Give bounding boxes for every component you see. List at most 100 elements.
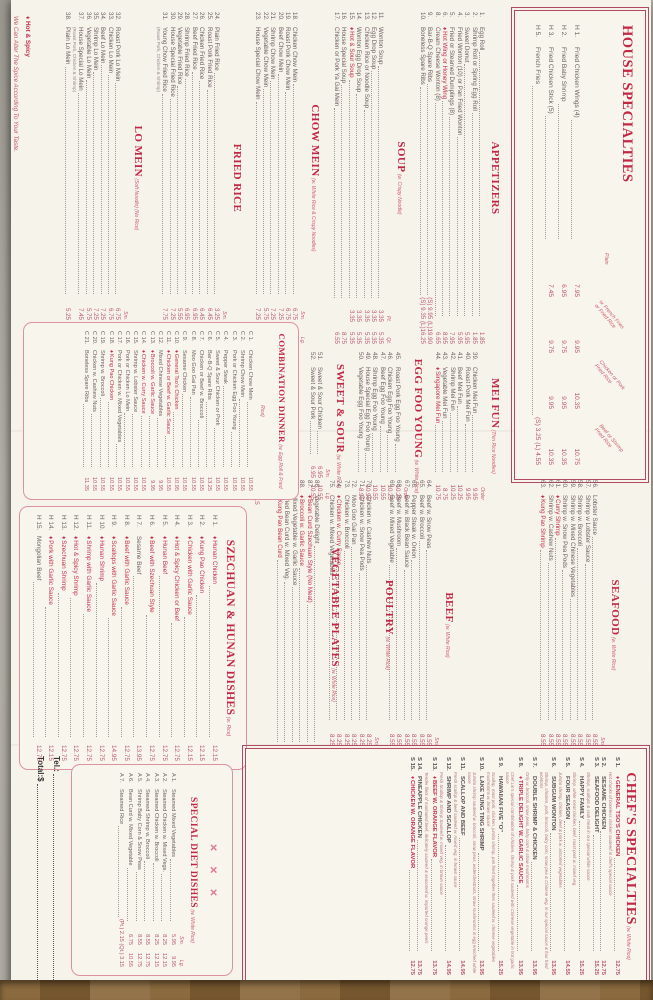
dotted-leader bbox=[45, 606, 47, 737]
dotted-leader bbox=[403, 569, 405, 720]
dotted-leader bbox=[569, 599, 571, 720]
item-number: 50. bbox=[356, 352, 364, 361]
menu-item-row: 86.Vegetable Delight9.95 bbox=[313, 480, 320, 770]
item-name: Chicken Egg Foo Young bbox=[386, 367, 394, 434]
item-number: H 3. bbox=[185, 515, 193, 527]
dotted-leader bbox=[162, 93, 164, 294]
item-description: Shrimp, white meat chicken, beef, roast … bbox=[572, 772, 578, 887]
menu-item-row: 87.♦Bean Curd Szechuan Style (No Meat)9.… bbox=[305, 480, 313, 770]
section-title: LO MEIN bbox=[132, 125, 145, 178]
item-number: H 10. bbox=[97, 515, 105, 531]
item-name: Beef w. Black Bean Sauce bbox=[402, 495, 410, 568]
dotted-leader bbox=[434, 102, 436, 316]
menu-item-row: 8. Cream Cheese Wonton (8) 6.65 bbox=[433, 12, 441, 344]
spicy-icon: ♦ bbox=[516, 776, 523, 780]
item-number: 65. bbox=[417, 480, 425, 489]
item-name: Boneless Spare Ribs bbox=[82, 350, 89, 403]
menu-item-row: 91.♦Kung Pao Bean Curd9.95 bbox=[276, 480, 283, 770]
section-header: POULTRY (w. White Rice) bbox=[381, 480, 399, 770]
item-price: 6.75 bbox=[291, 307, 299, 320]
item-price: 5.95 bbox=[170, 934, 176, 945]
menu-item-row: H 12. ♦Hot & Spicy Shrimp 12.75 bbox=[69, 515, 82, 761]
dotted-leader bbox=[532, 86, 534, 415]
menu-item-row: S 10. LAKE TUNG TING SHRIMP 13.95 bbox=[477, 757, 484, 975]
dotted-leader bbox=[208, 585, 210, 737]
item-price: 10.55 bbox=[247, 477, 253, 491]
item-number: C 6. bbox=[205, 331, 212, 342]
item-number: C 11. bbox=[164, 331, 171, 344]
dotted-leader bbox=[53, 773, 55, 982]
item-number: 62. bbox=[546, 480, 554, 489]
item-name: Chicken w. Cashew Nuts bbox=[91, 350, 98, 412]
dotted-leader bbox=[571, 119, 573, 239]
item-price: 12.75 bbox=[160, 745, 168, 761]
menu-item-row: C 12. Mixed Chinese Vegetables 9.95 bbox=[156, 331, 164, 491]
menu-item-row: C 18. ♦Kung Pao Chicken 10.55 bbox=[106, 331, 114, 491]
item-name: Bean Curd w. Mixed Vegetable bbox=[127, 789, 134, 866]
item-name: Fried Wonton (10) or Pan Fried Wonton bbox=[455, 27, 463, 136]
item-name: Chicken w. Broccoli bbox=[342, 495, 350, 549]
item-price: 5.75 bbox=[261, 307, 269, 320]
price-columns-header: Sm.Lg. bbox=[178, 773, 184, 967]
item-name: Shrimp Chow Mein bbox=[269, 27, 277, 80]
dotted-leader bbox=[299, 567, 301, 742]
item-price: (S) 3.25 (L) 4.55 bbox=[534, 416, 541, 465]
menu-item-row: 46. Chicken Egg Foo Young 10.25 bbox=[386, 352, 393, 500]
menu-item-row: H 4. ♦Hot & Spicy Chicken or Beef 12.75 bbox=[170, 515, 183, 761]
menu-item-row: C 16. Pork or Chicken Lo Mein 10.55 bbox=[123, 331, 131, 491]
dotted-leader bbox=[118, 826, 120, 917]
item-number: C 14. bbox=[140, 331, 147, 345]
item-name: Beef Chow Mein bbox=[276, 27, 284, 73]
item-number: 40. bbox=[463, 352, 471, 361]
dotted-leader bbox=[472, 415, 474, 472]
dotted-leader bbox=[222, 385, 224, 467]
item-price: 10.35 bbox=[560, 448, 567, 465]
item-name: Chicken Fried Rice bbox=[198, 27, 206, 80]
item-name: Roast Pork Mei Fun bbox=[463, 367, 471, 422]
item-number: A 4. bbox=[144, 773, 151, 783]
item-name: Shrimp w. Mixed Chinese Vegetables bbox=[568, 495, 576, 598]
spicy-icon: ♦ bbox=[72, 536, 80, 540]
dotted-leader bbox=[351, 546, 353, 720]
section-note: (Soft Noodle) (No Rice) bbox=[133, 177, 140, 231]
item-number: C 9. bbox=[181, 331, 188, 342]
section-note: (w. White Rice) bbox=[625, 924, 631, 960]
item-name: Mixed Vegetable w. Garlic Sauce bbox=[290, 495, 298, 586]
spicy-icon: ♦ bbox=[97, 536, 105, 540]
dotted-leader bbox=[564, 821, 566, 951]
dotted-leader bbox=[91, 413, 93, 467]
dotted-leader bbox=[171, 622, 173, 737]
menu-item-row: 1. Egg Roll 1.85 bbox=[478, 12, 485, 344]
dotted-leader bbox=[449, 412, 451, 472]
item-price: 10.55 bbox=[164, 477, 171, 491]
item-price: 12.75 bbox=[122, 745, 130, 761]
item-number: 15. bbox=[347, 12, 355, 21]
dotted-leader bbox=[214, 72, 216, 294]
section-title: POULTRY bbox=[383, 579, 395, 636]
item-name: ♦Beef with Szechuan Style bbox=[148, 536, 156, 613]
item-number: H 11. bbox=[85, 515, 93, 530]
dotted-leader bbox=[152, 863, 154, 921]
item-price: 8.55 bbox=[553, 733, 561, 746]
item-price: 8.25 bbox=[365, 733, 372, 746]
item-number: S 8. bbox=[516, 757, 523, 768]
dotted-leader bbox=[120, 606, 122, 737]
spicy-icon: ♦ bbox=[140, 350, 147, 353]
menu-item-row: C 15. Shrimp w. Lobster Sauce 10.55 bbox=[131, 331, 139, 491]
item-number: H 1. bbox=[573, 25, 580, 38]
item-name: SUBGUM WONTON bbox=[549, 776, 556, 831]
menu-item-row: H 2. Fried Baby Shrimp 6.95 9.75 9.95 10.35 bbox=[557, 25, 570, 465]
spicy-icon: ♦ bbox=[198, 536, 206, 540]
price-columns-header: Sm.Lg. bbox=[221, 12, 227, 344]
item-name: FOUR SEASON bbox=[564, 776, 571, 820]
item-number: 67. bbox=[402, 480, 410, 489]
menu-item-row: 39. Chicken Mei Fun 9.95 bbox=[471, 352, 478, 500]
item-price: 10.55 bbox=[238, 477, 245, 491]
dotted-leader bbox=[459, 837, 461, 951]
item-description: Jumbo shrimp sauteed w. broccoli, snow p… bbox=[466, 772, 477, 974]
menu-item-row: C 20. Chicken w. Cashew Nuts 10.55 bbox=[90, 331, 98, 491]
dotted-leader bbox=[306, 604, 308, 742]
item-price: 15.25 bbox=[578, 960, 585, 975]
